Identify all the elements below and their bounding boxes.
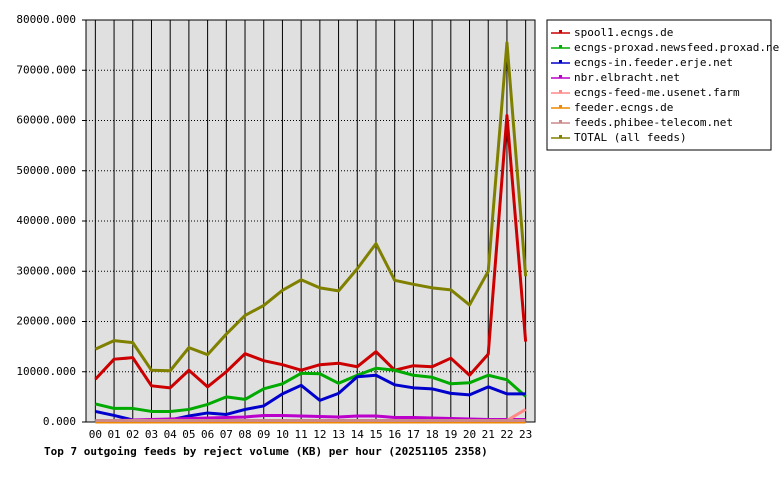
x-tick-label: 12 [313,428,326,441]
x-tick-label: 02 [126,428,139,441]
plot-area [85,19,536,423]
legend-marker [559,120,562,123]
x-tick-label: 01 [107,428,120,441]
y-tick-label: 40000.000 [16,214,76,227]
y-tick-label: 60000.000 [16,114,76,127]
series-line [95,366,527,413]
x-tick-label: 18 [425,428,438,441]
x-tick-label: 22 [500,428,513,441]
y-tick-label: 50000.000 [16,164,76,177]
y-tick-label: 30000.000 [16,264,76,277]
y-tick-label: 80000.000 [16,13,76,26]
legend-label: feeds.phibee-telecom.net [574,116,733,129]
chart-title: Top 7 outgoing feeds by reject volume (K… [44,445,488,458]
legend-marker [559,30,562,33]
legend-label: TOTAL (all feeds) [574,131,687,144]
x-tick-label: 15 [369,428,382,441]
legend-marker [559,90,562,93]
x-tick-label: 00 [89,428,102,441]
legend-label: ecngs-feed-me.usenet.farm [574,86,740,99]
x-tick-label: 14 [351,428,365,441]
legend-marker [559,60,562,63]
legend-marker [559,135,562,138]
x-tick-label: 23 [519,428,532,441]
x-tick-label: 19 [444,428,457,441]
legend-marker [559,105,562,108]
legend-marker [559,45,562,48]
x-tick-label: 11 [295,428,308,441]
legend-label: feeder.ecngs.de [574,101,673,114]
y-tick-label: 0.000 [43,415,76,428]
x-tick-label: 20 [463,428,476,441]
series-line [94,113,528,390]
x-tick-label: 04 [164,428,178,441]
y-tick-label: 10000.000 [16,365,76,378]
legend-label: ecngs-proxad.newsfeed.proxad.net [574,41,780,54]
legend-box [546,19,772,151]
x-tick-label: 05 [182,428,195,441]
legend-label: nbr.elbracht.net [574,71,680,84]
y-tick-label: 70000.000 [16,63,76,76]
x-tick-label: 09 [257,428,270,441]
y-tick-label: 20000.000 [16,315,76,328]
x-tick-label: 10 [276,428,289,441]
legend-label: ecngs-in.feeder.erje.net [574,56,733,69]
x-tick-label: 13 [332,428,345,441]
x-tick-label: 07 [220,428,233,441]
x-tick-label: 06 [201,428,214,441]
legend-label: spool1.ecngs.de [574,26,673,39]
legend-marker [559,75,562,78]
x-tick-label: 16 [388,428,401,441]
series-line [94,41,528,373]
x-tick-label: 03 [145,428,158,441]
x-tick-label: 21 [482,428,495,441]
x-tick-label: 17 [407,428,420,441]
x-tick-label: 08 [238,428,251,441]
